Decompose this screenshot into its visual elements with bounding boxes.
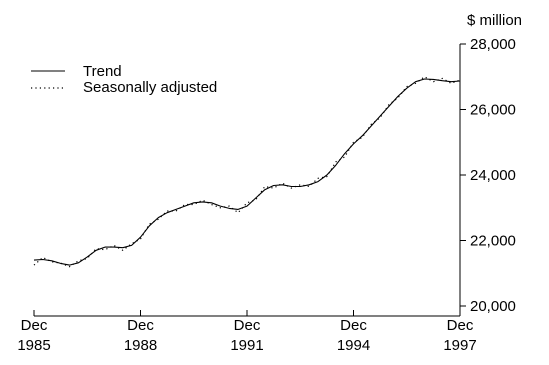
x-tick-label-year: 1985 <box>17 337 50 354</box>
x-tick-label-year: 1988 <box>124 337 157 354</box>
x-tick-label-month: Dec <box>127 317 154 334</box>
x-tick-label-year: 1997 <box>443 337 476 354</box>
y-tick-label: 24,000 <box>470 167 516 184</box>
y-tick-label: 26,000 <box>470 102 516 119</box>
series-layer <box>33 76 461 268</box>
x-tick-label-year: 1994 <box>337 337 370 354</box>
y-tick-label: 28,000 <box>470 36 516 53</box>
series-trend-line <box>33 78 461 266</box>
x-tick-label-month: Dec <box>340 317 367 334</box>
legend-label-seasonally-adjusted: Seasonally adjusted <box>83 79 217 96</box>
legend-label-trend: Trend <box>83 63 122 80</box>
y-tick-label: 20,000 <box>470 298 516 315</box>
tick-labels: Dec 1985 Dec 1988 Dec 1991 Dec 1994 Dec 1997 20,00… <box>17 12 522 354</box>
series-seasonally-adjusted-line <box>33 76 461 268</box>
x-tick-label-month: Dec <box>447 317 474 334</box>
y-axis-unit-label: $ million <box>467 12 522 29</box>
x-tick-label-month: Dec <box>21 317 48 334</box>
x-tick-label-month: Dec <box>234 317 261 334</box>
axes <box>33 43 466 317</box>
y-tick-label: 22,000 <box>470 233 516 250</box>
x-tick-label-year: 1991 <box>230 337 263 354</box>
